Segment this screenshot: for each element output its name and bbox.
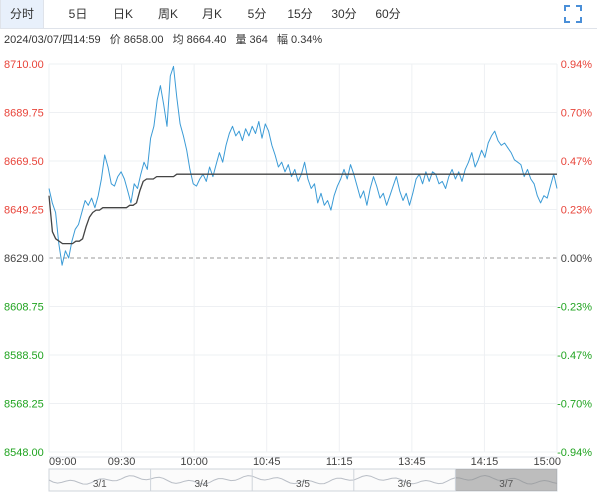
tab-5-day[interactable]: 5日 [68, 7, 88, 21]
y-tick-left: 8629.00 [4, 253, 44, 265]
quote-volume: 量 364 [235, 34, 268, 46]
y-tick-right: 0.00% [561, 253, 592, 265]
y-tick-right: 0.47% [561, 156, 592, 168]
y-tick-left: 8568.25 [4, 399, 44, 411]
y-tick-right: -0.94% [557, 447, 592, 459]
quote-change: 幅 0.34% [276, 34, 323, 46]
x-tick-label: 11:15 [326, 456, 353, 468]
tab-intraday[interactable]: 分时 [0, 0, 44, 28]
price-line [48, 65, 558, 266]
quote-price: 价 8658.00 [109, 34, 164, 46]
navigator-date-label: 3/1 [93, 479, 107, 490]
chart-grid [48, 63, 558, 453]
tab-5-minute[interactable]: 5分 [247, 7, 267, 21]
chart-series [48, 65, 558, 266]
y-axis-right-labels: 0.94% 0.70% 0.47% 0.23% 0.00% -0.23% -0.47% -0.… [557, 59, 592, 459]
x-tick-label: 15:00 [533, 456, 561, 468]
navigator-date-label: 3/5 [296, 479, 310, 490]
navigator-date-label: 3/4 [194, 479, 208, 490]
quote-average: 均 8664.40 [172, 34, 227, 46]
y-tick-right: -0.23% [557, 302, 592, 314]
y-tick-left: 8588.50 [4, 350, 44, 362]
period-tab-bar: 分时 5日 日K 周K 月K 5分 15分 30分 60分 [0, 0, 597, 29]
fullscreen-icon[interactable] [563, 4, 583, 24]
y-tick-left: 8608.75 [4, 302, 44, 314]
x-tick-label: 10:45 [253, 456, 281, 468]
y-tick-left: 8710.00 [4, 59, 44, 71]
x-axis-labels: 09:00 09:30 10:00 10:45 11:15 13:45 14:15 15:00 [49, 456, 561, 468]
tab-60-minute[interactable]: 60分 [375, 7, 401, 21]
y-tick-right: 0.23% [561, 205, 592, 217]
x-tick-label: 09:30 [108, 456, 136, 468]
tab-30-minute[interactable]: 30分 [331, 7, 357, 21]
quote-info-bar: 2024/03/07/四14:59 价 8658.00 均 8664.40 量 … [4, 32, 328, 48]
tab-15-minute[interactable]: 15分 [287, 7, 313, 21]
tab-weekly-k[interactable]: 周K [157, 7, 178, 21]
y-axis-left-labels: 8710.00 8689.75 8669.50 8649.25 8629.00 8608.… [4, 59, 44, 459]
x-tick-label: 13:45 [398, 456, 426, 468]
tab-daily-k[interactable]: 日K [112, 7, 133, 21]
navigator-date-label: 3/7 [499, 479, 513, 490]
y-tick-right: -0.70% [557, 399, 592, 411]
x-tick-label: 14:15 [471, 456, 499, 468]
x-tick-label: 09:00 [49, 456, 77, 468]
y-tick-right: 0.94% [561, 59, 592, 71]
y-tick-left: 8669.50 [4, 156, 44, 168]
time-navigator: 3/1 3/4 3/5 3/6 3/7 [48, 468, 558, 492]
y-tick-left: 8649.25 [4, 205, 44, 217]
average-line [48, 173, 557, 245]
x-tick-label: 10:00 [180, 456, 208, 468]
navigator-selection [455, 469, 557, 491]
y-tick-left: 8689.75 [4, 108, 44, 120]
y-tick-right: -0.47% [557, 350, 592, 362]
quote-datetime: 2024/03/07/四14:59 [4, 34, 101, 46]
tab-monthly-k[interactable]: 月K [201, 7, 222, 21]
y-tick-left: 8548.00 [4, 447, 44, 459]
y-tick-right: 0.70% [561, 108, 592, 120]
navigator-date-label: 3/6 [398, 479, 412, 490]
